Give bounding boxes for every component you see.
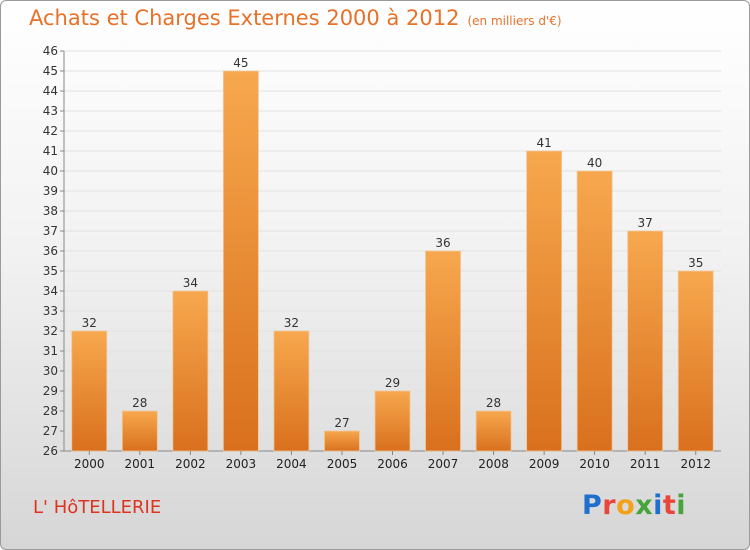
x-tick-label: 2007 <box>428 457 459 471</box>
x-tick-label: 2012 <box>680 457 711 471</box>
data-label: 35 <box>688 256 703 270</box>
bar <box>71 330 108 452</box>
bar <box>576 170 613 452</box>
proxiti-logo: Proxiti <box>582 490 686 521</box>
bar <box>677 270 714 452</box>
y-tick-label: 42 <box>43 124 58 138</box>
y-tick-label: 40 <box>43 164 58 178</box>
data-label: 45 <box>233 56 248 70</box>
y-tick-label: 32 <box>43 324 58 338</box>
y-tick-label: 43 <box>43 104 58 118</box>
y-tick-label: 46 <box>43 44 58 58</box>
logo-letter: i <box>676 490 687 521</box>
logo-letter: o <box>616 490 636 521</box>
data-label: 40 <box>587 156 602 170</box>
y-tick-label: 30 <box>43 364 58 378</box>
x-tick-label: 2011 <box>630 457 661 471</box>
y-tick-label: 41 <box>43 144 58 158</box>
data-label: 32 <box>284 316 299 330</box>
y-tick-label: 35 <box>43 264 58 278</box>
data-label: 27 <box>334 416 349 430</box>
x-tick-label: 2006 <box>377 457 408 471</box>
y-tick-label: 37 <box>43 224 58 238</box>
x-tick-label: 2009 <box>529 457 560 471</box>
data-label: 36 <box>435 236 450 250</box>
data-label: 28 <box>132 396 147 410</box>
bar <box>324 430 360 452</box>
y-tick-label: 26 <box>43 444 58 458</box>
y-tick-label: 27 <box>43 424 58 438</box>
x-tick-label: 2008 <box>478 457 509 471</box>
y-tick-label: 34 <box>43 284 58 298</box>
x-tick-label: 2001 <box>125 457 156 471</box>
logo-letter: i <box>653 490 663 521</box>
bar <box>273 330 310 452</box>
data-label: 34 <box>183 276 198 290</box>
bar <box>172 290 209 452</box>
y-tick-label: 36 <box>43 244 58 258</box>
y-tick-label: 29 <box>43 384 58 398</box>
place-label: L' HôTELLERIE <box>33 497 162 518</box>
y-tick-label: 39 <box>43 184 58 198</box>
logo-letter: r <box>602 490 617 521</box>
x-tick-label: 2002 <box>175 457 206 471</box>
data-label: 29 <box>385 376 400 390</box>
y-tick-label: 45 <box>43 64 58 78</box>
y-tick-label: 44 <box>43 84 58 98</box>
bar <box>475 410 512 452</box>
logo-letter: x <box>635 490 654 521</box>
x-tick-label: 2000 <box>74 457 105 471</box>
bar <box>374 390 411 452</box>
logo-letter: P <box>582 490 603 521</box>
y-tick-label: 33 <box>43 304 58 318</box>
x-tick-label: 2005 <box>327 457 358 471</box>
bar <box>121 410 158 452</box>
bar <box>425 250 461 452</box>
data-label: 41 <box>536 136 551 150</box>
bar <box>526 150 563 452</box>
data-label: 32 <box>82 316 97 330</box>
bar <box>222 70 259 452</box>
logo-letter: t <box>662 490 677 521</box>
bar <box>627 230 664 452</box>
chart-title: Achats et Charges Externes 2000 à 2012 (e… <box>29 6 562 30</box>
chart-title-text: Achats et Charges Externes 2000 à 2012 <box>29 6 460 30</box>
unit-note: (en milliers d'€) <box>467 14 562 28</box>
data-label: 28 <box>486 396 501 410</box>
y-tick-label: 31 <box>43 344 58 358</box>
y-tick-label: 38 <box>43 204 58 218</box>
y-tick-label: 28 <box>43 404 58 418</box>
x-tick-label: 2003 <box>226 457 257 471</box>
x-tick-label: 2010 <box>579 457 610 471</box>
x-tick-label: 2004 <box>276 457 307 471</box>
data-label: 37 <box>638 216 653 230</box>
